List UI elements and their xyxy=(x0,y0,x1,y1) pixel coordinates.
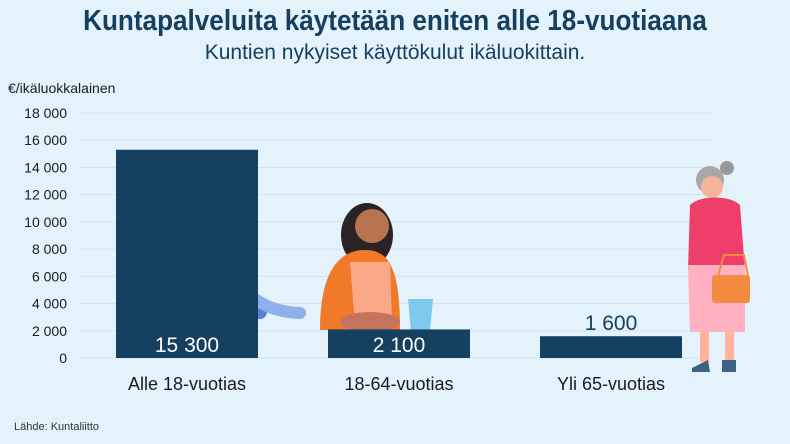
y-tick-label: 10 000 xyxy=(24,214,67,230)
x-tick-label: Alle 18-vuotias xyxy=(128,374,246,394)
y-tick-label: 8 000 xyxy=(32,241,67,257)
data-label: 2 100 xyxy=(373,334,426,357)
y-tick-label: 14 000 xyxy=(24,159,67,175)
bar xyxy=(328,329,470,358)
chart-subtitle: Kuntien nykyiset käyttökulut ikäluokitta… xyxy=(204,41,586,64)
woman-with-cup-illustration xyxy=(320,203,433,332)
data-label: 1 600 xyxy=(585,312,638,335)
y-tick-label: 2 000 xyxy=(32,323,67,339)
y-tick-label: 12 000 xyxy=(24,187,67,203)
y-tick-label: 6 000 xyxy=(32,268,67,284)
y-axis-label: €/ikäluokkalainen xyxy=(8,80,116,96)
y-tick-label: 4 000 xyxy=(32,296,67,312)
bar xyxy=(540,336,682,358)
x-tick-label: 18-64-vuotias xyxy=(344,374,453,394)
y-tick-label: 16 000 xyxy=(24,132,67,148)
bar xyxy=(116,149,258,358)
x-tick-label: Yli 65-vuotias xyxy=(557,374,665,394)
data-label: 15 300 xyxy=(155,334,219,357)
elderly-woman-illustration xyxy=(688,161,750,372)
chart-title: Kuntapalveluita käytetään eniten alle 18… xyxy=(83,5,707,37)
y-tick-label: 18 000 xyxy=(24,105,67,121)
y-tick-label: 0 xyxy=(59,350,67,366)
source-note: Lähde: Kuntaliitto xyxy=(14,421,100,433)
